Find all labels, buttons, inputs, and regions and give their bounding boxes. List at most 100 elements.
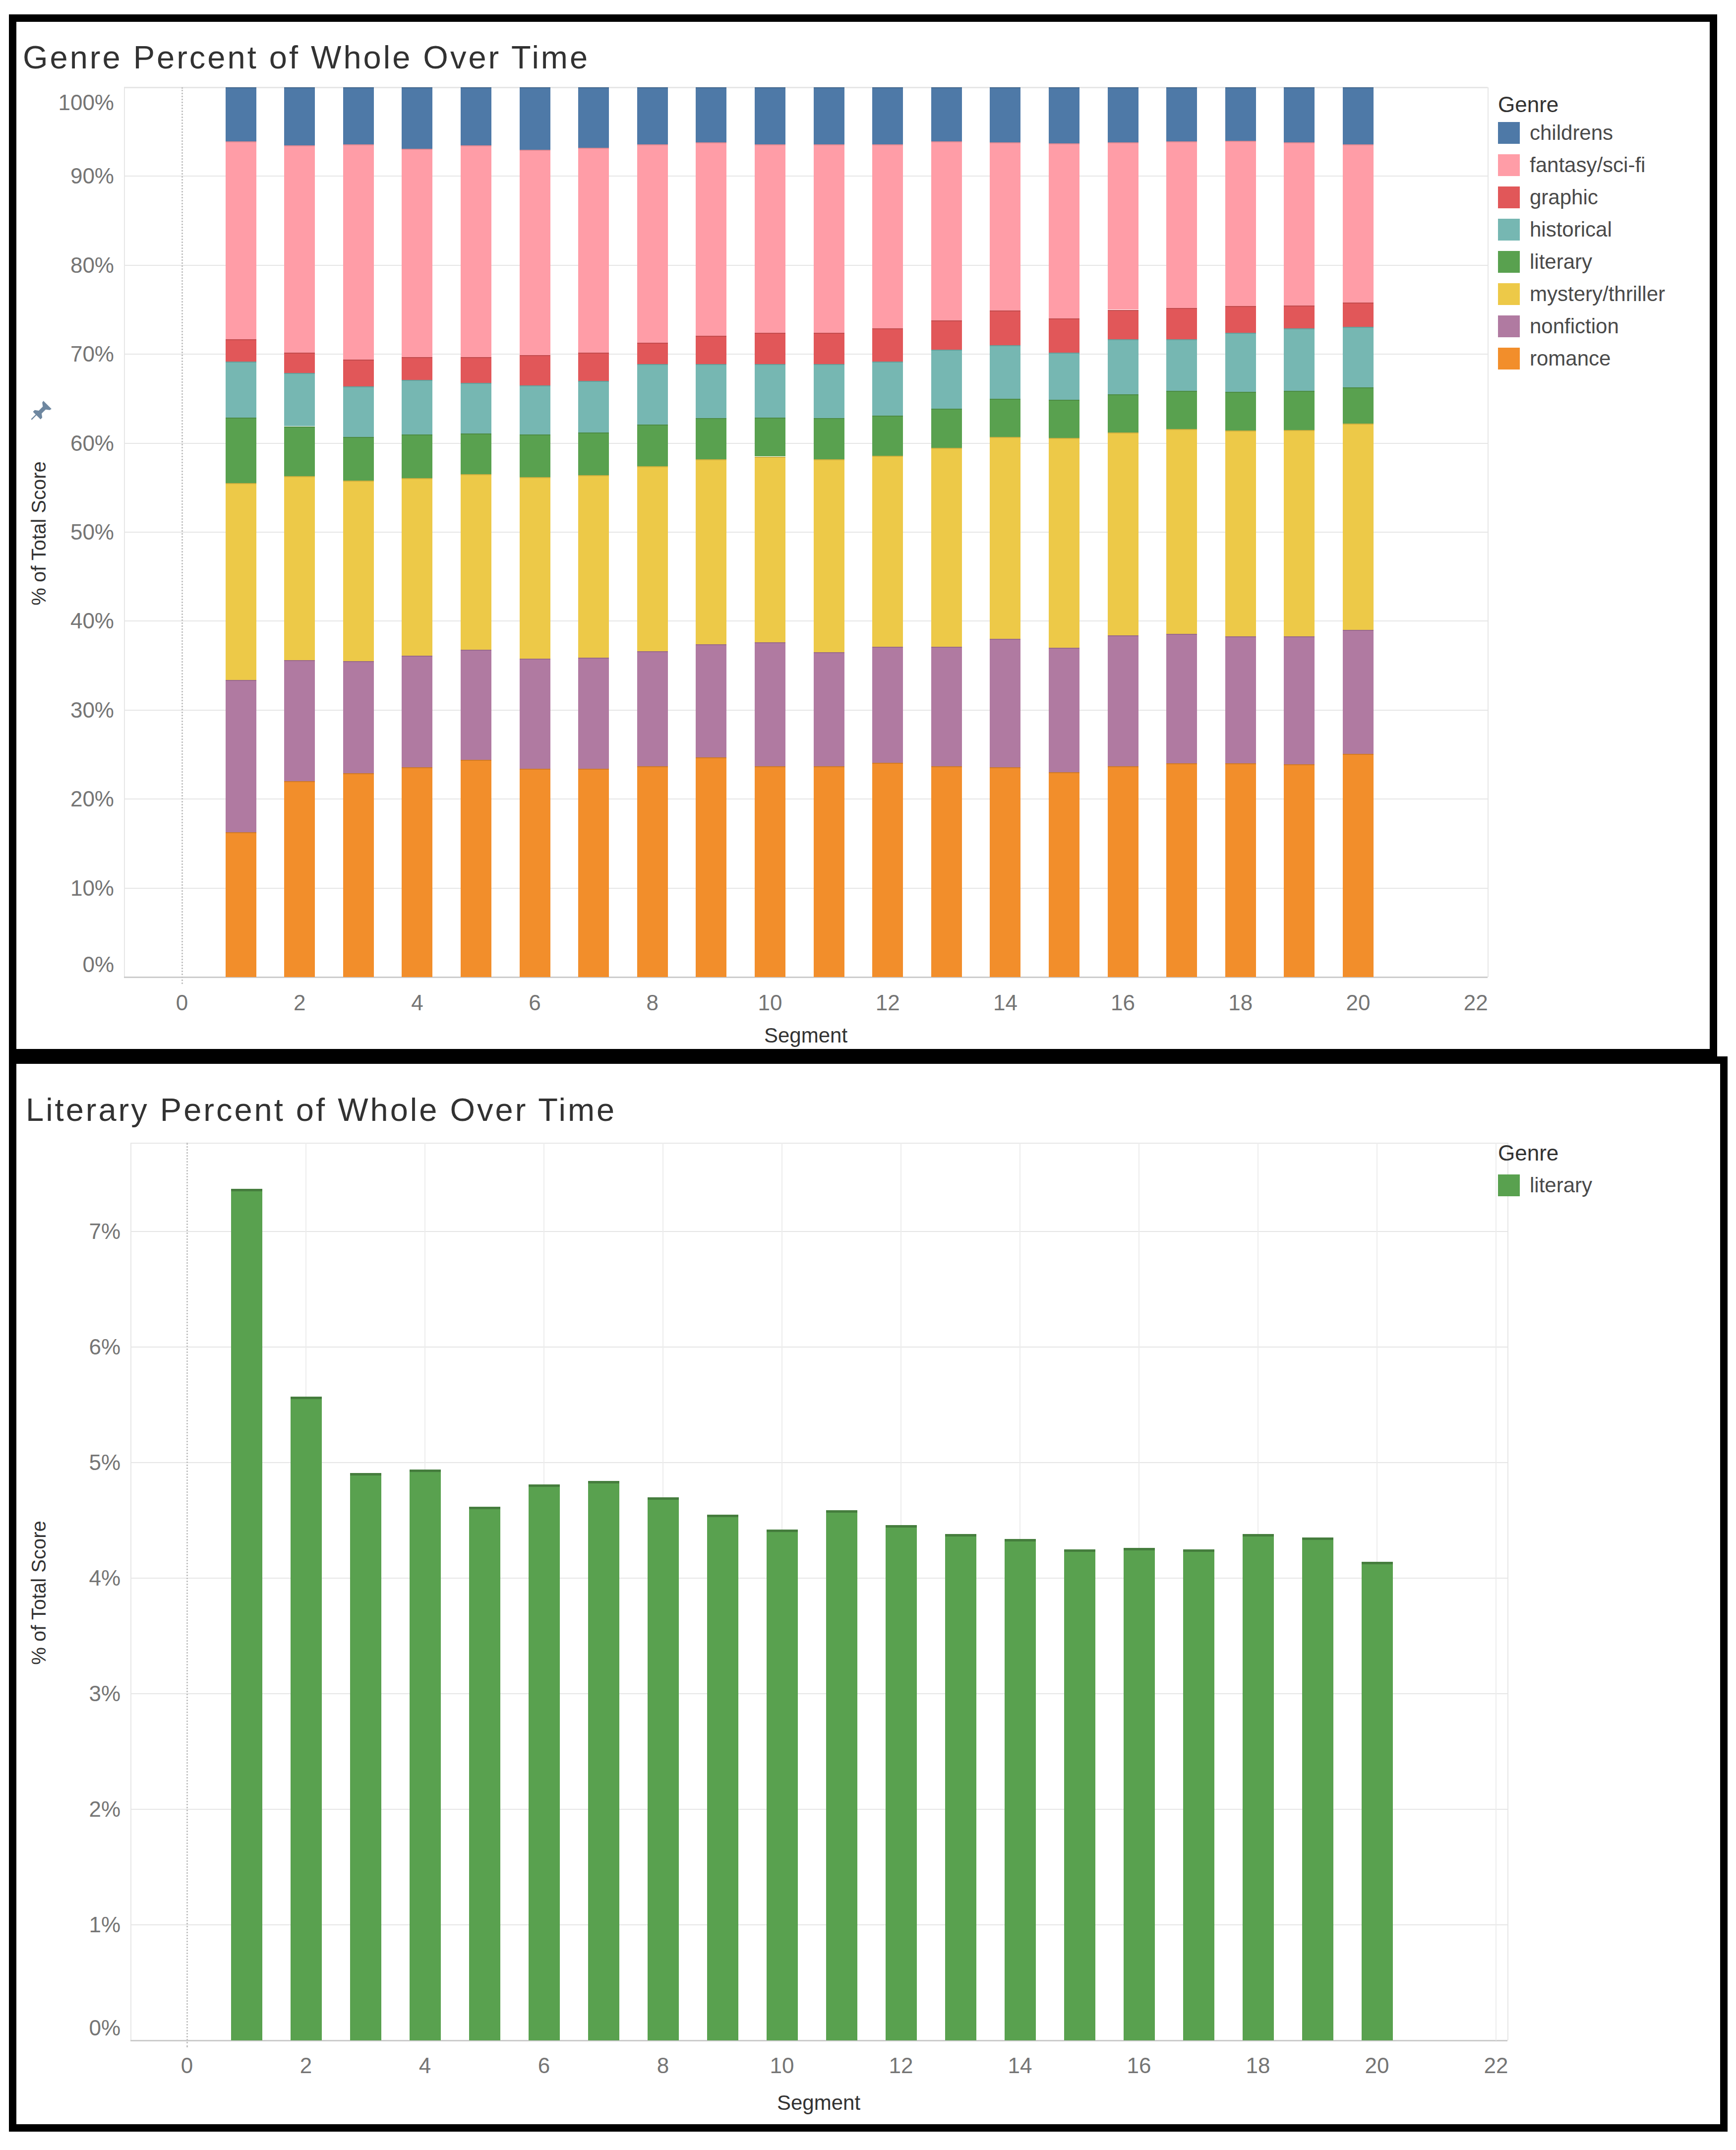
childrens-bar-segment (1225, 87, 1256, 141)
literary-bar-segment (410, 1470, 441, 2040)
romance-bar-segment (1166, 763, 1197, 977)
mysterythriller-bar-segment (755, 457, 785, 643)
nonfiction-bar-segment (520, 659, 550, 769)
legend-swatch-mysterythriller (1498, 283, 1520, 305)
historical-bar-segment (284, 373, 315, 427)
literary-bar-segment (814, 418, 844, 459)
y-tick-label: 0% (5, 954, 114, 976)
mysterythriller-bar-segment (1108, 432, 1138, 635)
pane-right-edge (1488, 87, 1489, 977)
mysterythriller-bar-segment (1225, 430, 1256, 636)
y-tick-label: 1% (11, 1914, 120, 1936)
literary-bar-segment (520, 434, 550, 477)
y-gridline (130, 1809, 1507, 1810)
axis-baseline (130, 2040, 1507, 2041)
panel-genre-chart (9, 14, 1717, 1056)
y-tick-label: 10% (5, 877, 114, 899)
legend-swatch-historical (1498, 219, 1520, 241)
x-tick-label: 8 (613, 992, 692, 1014)
fantasyscifi-bar-segment (1049, 143, 1079, 318)
y-gridline (130, 1578, 1507, 1579)
graphic-bar-segment (402, 357, 432, 380)
y-gridline (124, 710, 1488, 711)
x-gridline (1496, 1143, 1497, 2040)
historical-bar-segment (755, 364, 785, 418)
mysterythriller-bar-segment (1166, 429, 1197, 634)
childrens-bar-segment (990, 87, 1020, 142)
mysterythriller-bar-segment (1284, 430, 1315, 636)
childrens-bar-segment (1108, 87, 1138, 142)
mysterythriller-bar-segment (226, 483, 256, 679)
graphic-bar-segment (931, 320, 962, 350)
nonfiction-bar-segment (284, 660, 315, 781)
y-gridline (124, 532, 1488, 533)
graphic-bar-segment (696, 336, 726, 364)
fantasyscifi-bar-segment (578, 148, 609, 353)
literary-bar-segment (402, 434, 432, 478)
childrens-bar-segment (284, 87, 315, 145)
historical-bar-segment (1343, 327, 1374, 387)
mysterythriller-bar-segment (696, 459, 726, 644)
romance-bar-segment (637, 766, 668, 977)
literary-bar-segment (1064, 1549, 1095, 2040)
fantasyscifi-bar-segment (226, 141, 256, 339)
romance-bar-segment (990, 767, 1020, 977)
y-tick-label: 70% (5, 343, 114, 365)
x-tick-label: 6 (504, 2055, 584, 2077)
romance-bar-segment (696, 757, 726, 977)
childrens-bar-segment (1166, 87, 1197, 141)
literary-bar-segment (767, 1530, 798, 2040)
literary-bar-segment (1284, 391, 1315, 430)
graphic-bar-segment (872, 328, 903, 361)
mysterythriller-bar-segment (637, 466, 668, 651)
literary-bar-segment (931, 409, 962, 448)
x-tick-label: 10 (742, 2055, 822, 2077)
literary-bar-segment (461, 433, 491, 475)
x-tick-label: 12 (861, 2055, 941, 2077)
legend-label-fantasyscifi: fantasy/sci-fi (1530, 155, 1645, 176)
graphic-bar-segment (637, 343, 668, 364)
literary-bar-segment (578, 432, 609, 475)
literary-bar-segment (1243, 1534, 1274, 2040)
romance-bar-segment (578, 769, 609, 977)
childrens-bar-segment (637, 87, 668, 144)
historical-bar-segment (931, 350, 962, 408)
literary-bar-segment (284, 427, 315, 476)
romance-bar-segment (461, 760, 491, 977)
graphic-bar-segment (1049, 318, 1079, 352)
legend-label-childrens: childrens (1530, 123, 1613, 143)
literary-bar-segment (1108, 394, 1138, 432)
zero-dotted-line (181, 87, 183, 984)
romance-bar-segment (1108, 766, 1138, 977)
legend-label-nonfiction: nonfiction (1530, 316, 1619, 337)
childrens-bar-segment (1049, 87, 1079, 143)
childrens-bar-segment (402, 87, 432, 149)
graphic-bar-segment (755, 333, 785, 364)
mysterythriller-bar-segment (931, 448, 962, 647)
x-tick-label: 16 (1099, 2055, 1179, 2077)
fantasyscifi-bar-segment (931, 141, 962, 320)
childrens-bar-segment (814, 87, 844, 144)
fantasyscifi-bar-segment (872, 144, 903, 328)
x-tick-label: 0 (147, 2055, 227, 2077)
nonfiction-bar-segment (696, 644, 726, 757)
fantasyscifi-bar-segment (696, 142, 726, 335)
romance-bar-segment (872, 763, 903, 977)
romance-bar-segment (226, 832, 256, 977)
romance-bar-segment (1225, 763, 1256, 977)
literary-bar-segment (350, 1473, 381, 2040)
legend-label-graphic: graphic (1530, 187, 1598, 208)
historical-bar-segment (990, 345, 1020, 399)
historical-bar-segment (1108, 339, 1138, 394)
literary-bar-segment (826, 1510, 857, 2040)
pin-icon (28, 397, 56, 425)
legend-swatch-literary (1498, 251, 1520, 273)
y-tick-label: 30% (5, 699, 114, 721)
y-gridline (130, 1347, 1507, 1348)
fantasyscifi-bar-segment (637, 144, 668, 343)
literary-bar-segment (469, 1507, 500, 2040)
literary-bar-segment (707, 1515, 738, 2040)
y-gridline (124, 620, 1488, 621)
mysterythriller-bar-segment (343, 481, 374, 661)
romance-bar-segment (1284, 764, 1315, 977)
